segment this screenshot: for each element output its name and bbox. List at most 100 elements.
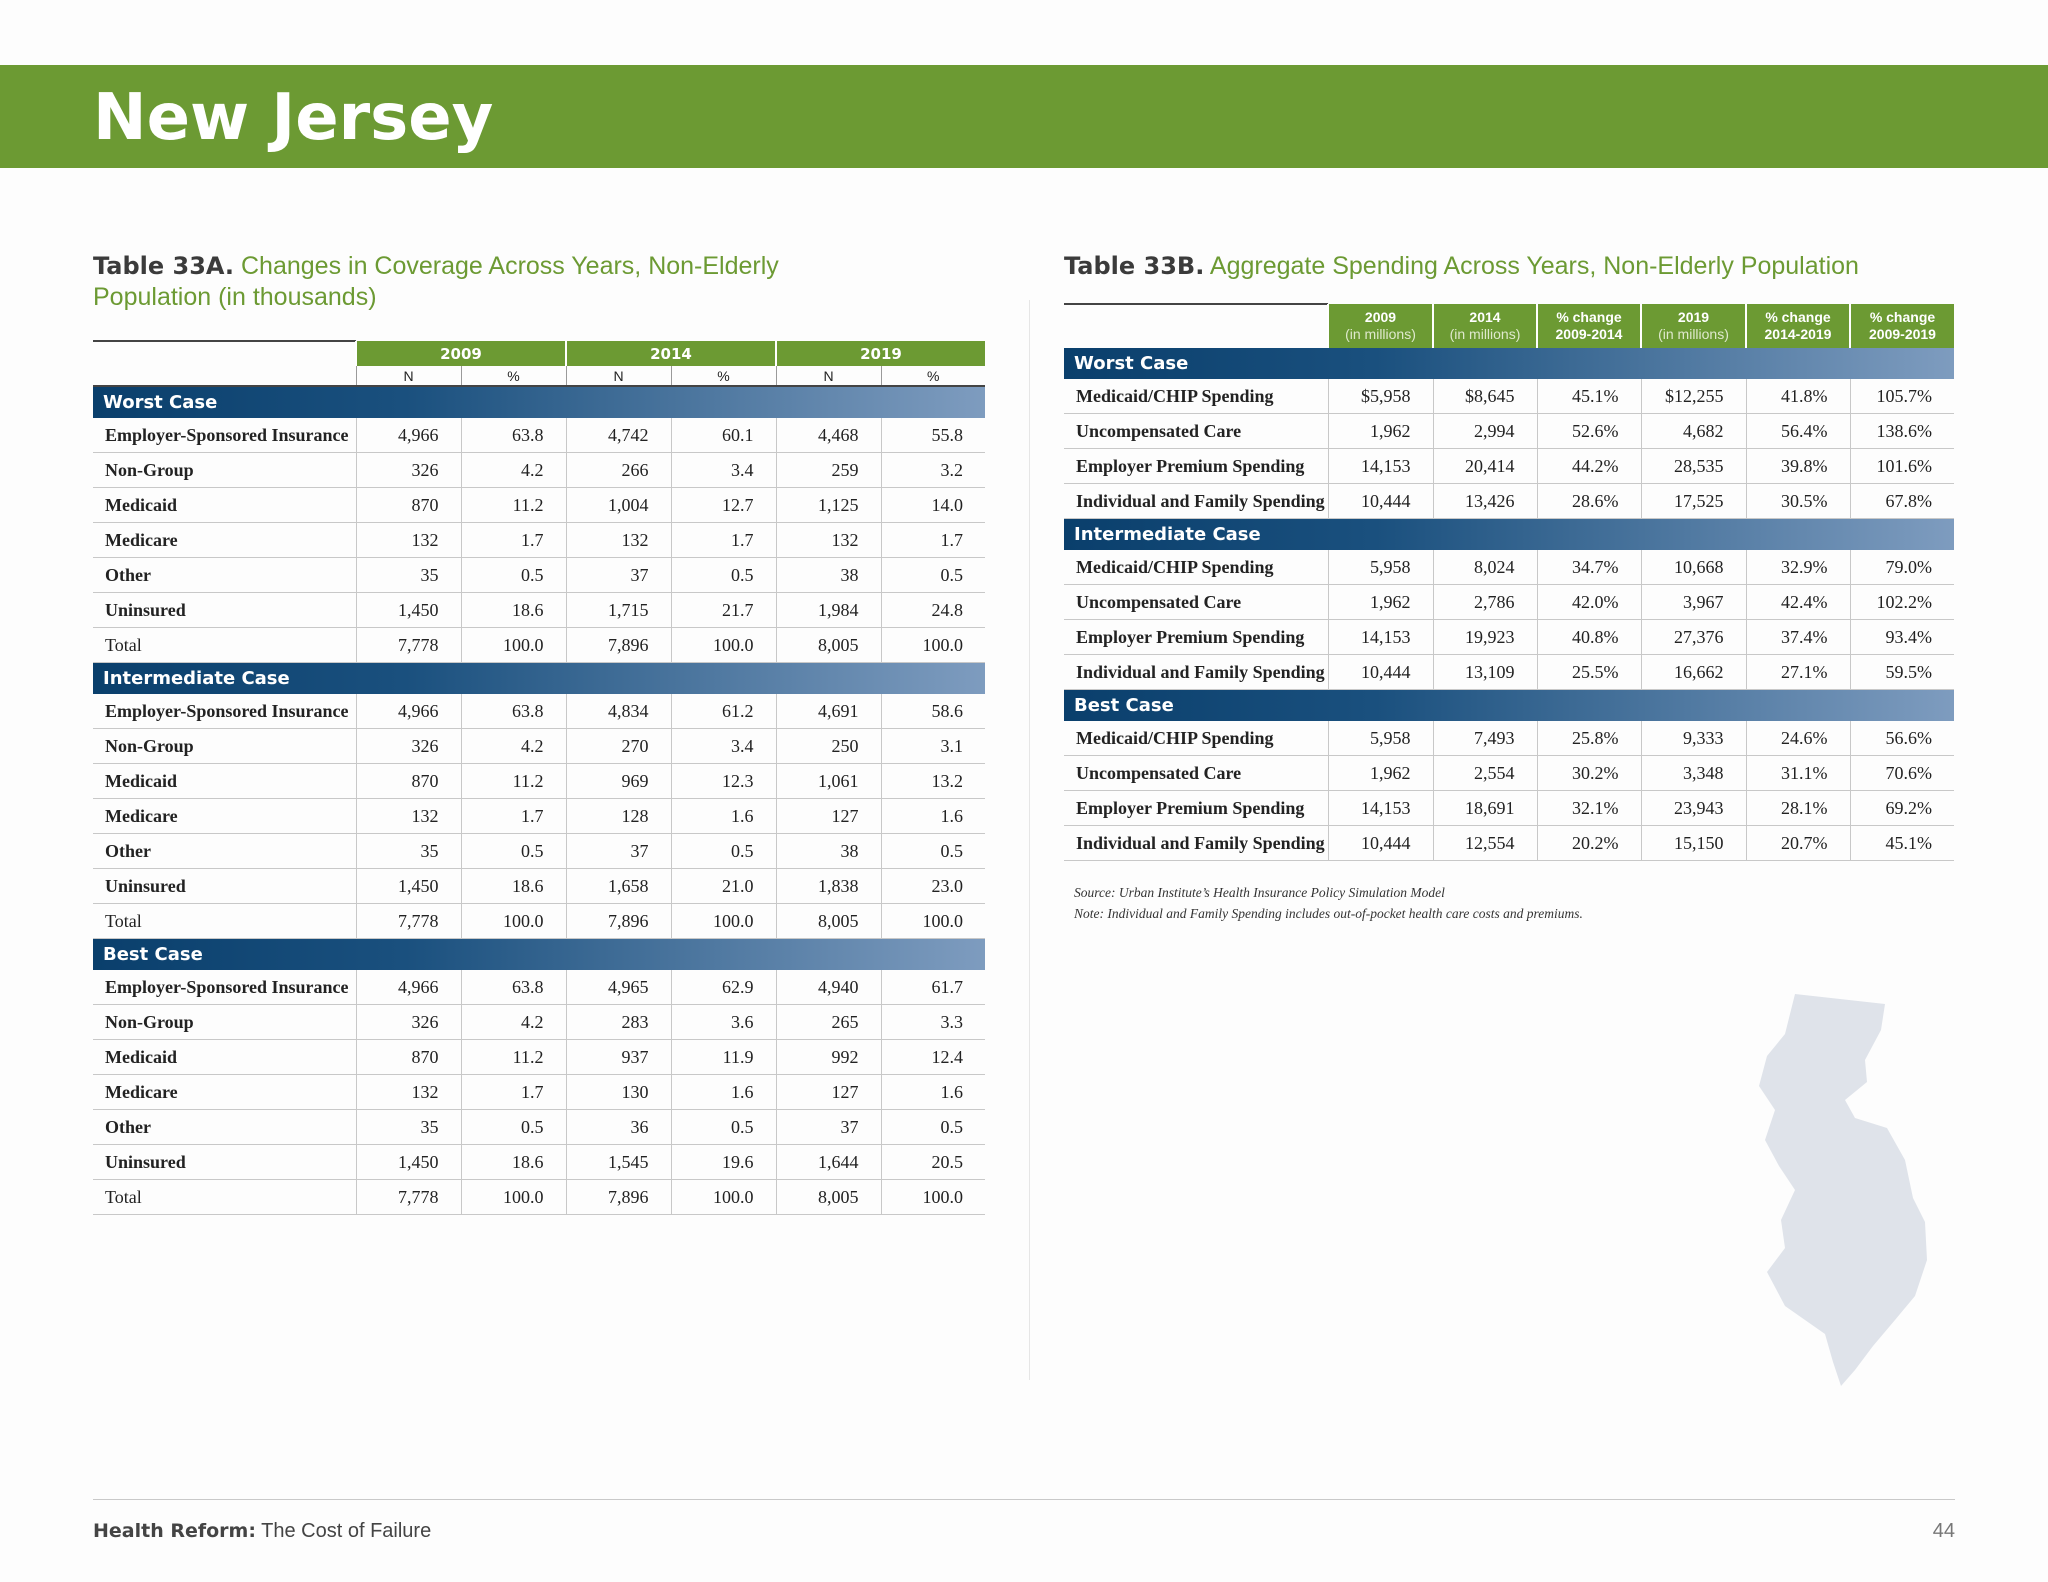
section-header: Intermediate Case bbox=[1064, 518, 1954, 550]
row-label: Medicaid bbox=[93, 763, 356, 799]
year-header: 2019 bbox=[775, 341, 985, 366]
column-header-top: % change bbox=[1765, 309, 1831, 325]
table-cell: 100.0 bbox=[460, 627, 566, 663]
table-cell: 3.4 bbox=[670, 452, 776, 488]
table-cell: 55.8 bbox=[880, 418, 985, 453]
table-cell: 283 bbox=[565, 1004, 671, 1040]
table-cell: 138.6% bbox=[1849, 413, 1954, 449]
table-cell: 35 bbox=[355, 833, 461, 869]
table-cell: 37 bbox=[565, 833, 671, 869]
table-cell: 3.6 bbox=[670, 1004, 776, 1040]
table-cell: 13,109 bbox=[1432, 654, 1537, 690]
table-cell: 5,958 bbox=[1327, 550, 1433, 585]
table-row: Uninsured 1,450 18.6 1,545 19.6 1,644 20.5 bbox=[93, 1144, 985, 1180]
table-row: Medicare 132 1.7 130 1.6 127 1.6 bbox=[93, 1074, 985, 1110]
table-row: Employer Premium Spending 14,153 20,414 44.… bbox=[1064, 448, 1954, 484]
table-cell: 45.1% bbox=[1849, 825, 1954, 861]
table-cell: 132 bbox=[355, 522, 461, 558]
table-cell: 8,005 bbox=[775, 903, 881, 939]
table-cell: 4,468 bbox=[775, 418, 881, 453]
table-cell: 9,333 bbox=[1640, 721, 1746, 756]
table-row: Non-Group 326 4.2 270 3.4 250 3.1 bbox=[93, 728, 985, 764]
table-cell: 8,005 bbox=[775, 1179, 881, 1215]
row-label: Uncompensated Care bbox=[1064, 584, 1328, 620]
table-cell: 1.6 bbox=[670, 1074, 776, 1110]
row-label: Medicaid bbox=[93, 487, 356, 523]
table-cell: 4,682 bbox=[1640, 413, 1746, 449]
row-label: Uninsured bbox=[93, 592, 356, 628]
table-cell: 10,668 bbox=[1640, 550, 1746, 585]
table-cell: 1,004 bbox=[565, 487, 671, 523]
table-cell: 1.6 bbox=[880, 1074, 985, 1110]
table-cell: 1,545 bbox=[565, 1144, 671, 1180]
table-cell: 60.1 bbox=[670, 418, 776, 453]
row-label: Total bbox=[93, 903, 356, 939]
table-b-caption: Aggregate Spending Across Years, Non-Eld… bbox=[1209, 252, 1859, 280]
row-label: Employer Premium Spending bbox=[1064, 619, 1328, 655]
table-cell: 0.5 bbox=[670, 1109, 776, 1145]
table-cell: 250 bbox=[775, 728, 881, 764]
table-cell: 38 bbox=[775, 557, 881, 593]
table-cell: 127 bbox=[775, 798, 881, 834]
row-label: Uncompensated Care bbox=[1064, 755, 1328, 791]
table-cell: 37 bbox=[565, 557, 671, 593]
table-cell: 31.1% bbox=[1745, 755, 1850, 791]
table-cell: 15,150 bbox=[1640, 825, 1746, 861]
table-cell: 10,444 bbox=[1327, 825, 1433, 861]
table-cell: 7,778 bbox=[355, 1179, 461, 1215]
table-cell: 7,493 bbox=[1432, 721, 1537, 756]
table-notes: Source: Urban Institute’s Health Insuran… bbox=[1074, 882, 1583, 924]
row-label: Individual and Family Spending bbox=[1064, 654, 1328, 690]
column-header-bottom: 2009-2019 bbox=[1869, 326, 1936, 342]
table-row: Employer-Sponsored Insurance 4,966 63.8 4,7… bbox=[93, 418, 985, 453]
table-cell: 93.4% bbox=[1849, 619, 1954, 655]
table-cell: 3.3 bbox=[880, 1004, 985, 1040]
section-header-row: Best Case bbox=[93, 938, 985, 970]
table-cell: 132 bbox=[355, 1074, 461, 1110]
table-cell: 58.6 bbox=[880, 694, 985, 729]
table-cell: 1,715 bbox=[565, 592, 671, 628]
table-cell: 937 bbox=[565, 1039, 671, 1075]
table-cell: 1.7 bbox=[460, 798, 566, 834]
table-cell: 59.5% bbox=[1849, 654, 1954, 690]
table-cell: 12.4 bbox=[880, 1039, 985, 1075]
table-row: Other 35 0.5 36 0.5 37 0.5 bbox=[93, 1109, 985, 1145]
table-cell: 1.7 bbox=[460, 522, 566, 558]
table-row: Non-Group 326 4.2 283 3.6 265 3.3 bbox=[93, 1004, 985, 1040]
table-row: Employer-Sponsored Insurance 4,966 63.8 4,9… bbox=[93, 970, 985, 1005]
table-cell: 30.2% bbox=[1536, 755, 1641, 791]
table-cell: 14,153 bbox=[1327, 448, 1433, 484]
row-label: Other bbox=[93, 557, 356, 593]
table-a-title: Table 33A. Changes in Coverage Across Ye… bbox=[93, 251, 993, 313]
table-cell: 1.7 bbox=[670, 522, 776, 558]
table-cell: 4,742 bbox=[565, 418, 671, 453]
column-header-top: 2014 bbox=[1469, 309, 1501, 325]
table-cell: 20.5 bbox=[880, 1144, 985, 1180]
row-label: Total bbox=[93, 1179, 356, 1215]
table-row: Medicaid/CHIP Spending $5,958 $8,645 45.1% $… bbox=[1064, 379, 1954, 414]
column-header: % bbox=[880, 366, 985, 387]
table-cell: 128 bbox=[565, 798, 671, 834]
table-cell: 326 bbox=[355, 728, 461, 764]
table-cell: 19.6 bbox=[670, 1144, 776, 1180]
row-label: Non-Group bbox=[93, 452, 356, 488]
table-cell: 3,967 bbox=[1640, 584, 1746, 620]
table-cell: 100.0 bbox=[460, 903, 566, 939]
column-header-top: % change bbox=[1556, 309, 1622, 325]
table-cell: 20.2% bbox=[1536, 825, 1641, 861]
table-cell: 132 bbox=[775, 522, 881, 558]
table-cell: 24.8 bbox=[880, 592, 985, 628]
row-label: Total bbox=[93, 627, 356, 663]
section-header: Worst Case bbox=[1064, 348, 1954, 379]
table-cell: 1,450 bbox=[355, 1144, 461, 1180]
table-row: Individual and Family Spending 10,444 13,1… bbox=[1064, 654, 1954, 690]
row-label: Employer-Sponsored Insurance bbox=[93, 694, 356, 729]
table-cell: 14.0 bbox=[880, 487, 985, 523]
table-cell: 13,426 bbox=[1432, 483, 1537, 519]
table-a-caption-2: Population (in thousands) bbox=[93, 283, 377, 311]
table-cell: 7,896 bbox=[565, 627, 671, 663]
table-cell: 4,940 bbox=[775, 970, 881, 1005]
table-cell: 4,965 bbox=[565, 970, 671, 1005]
table-cell: 266 bbox=[565, 452, 671, 488]
table-cell: 1,125 bbox=[775, 487, 881, 523]
